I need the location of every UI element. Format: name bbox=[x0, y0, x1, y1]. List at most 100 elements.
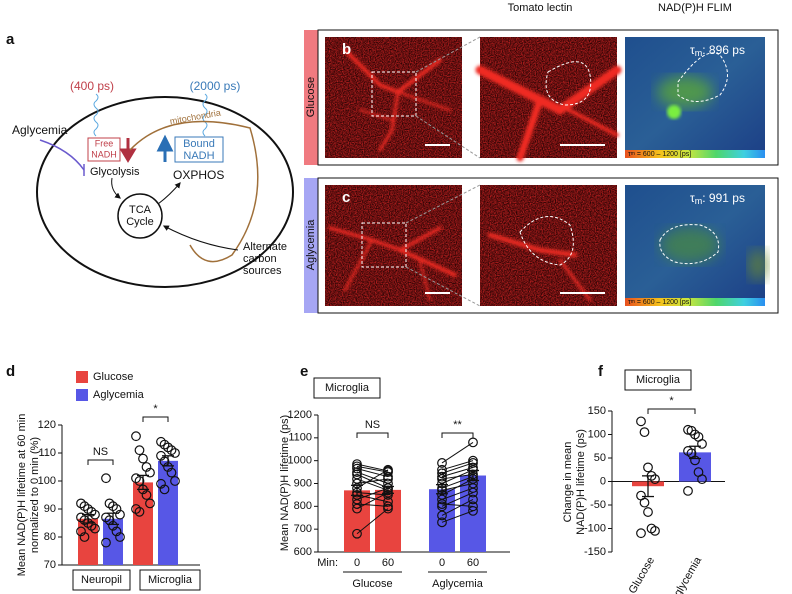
data-point bbox=[83, 504, 93, 514]
y-tick-label: 1200 bbox=[288, 409, 312, 421]
data-point bbox=[468, 494, 478, 505]
data-point bbox=[639, 497, 650, 508]
bar bbox=[78, 518, 98, 565]
pair-line bbox=[356, 468, 389, 478]
data-point bbox=[166, 445, 177, 456]
panel-label: b bbox=[342, 41, 351, 58]
data-point bbox=[76, 526, 86, 537]
data-point bbox=[643, 507, 653, 517]
data-point bbox=[437, 494, 447, 505]
colorbar bbox=[625, 150, 765, 158]
row-label: Glucose bbox=[305, 77, 317, 117]
y-tick-label: 100 bbox=[38, 475, 56, 487]
y-tick-label: 700 bbox=[294, 523, 312, 535]
significance-bracket bbox=[87, 459, 114, 465]
data-point bbox=[159, 439, 170, 450]
data-point bbox=[76, 512, 86, 523]
data-point bbox=[170, 476, 180, 486]
data-point bbox=[697, 474, 707, 485]
data-point bbox=[437, 510, 447, 521]
cell-branches bbox=[343, 48, 452, 152]
pair-line bbox=[356, 478, 389, 491]
pair-line bbox=[356, 487, 389, 500]
data-point bbox=[131, 473, 141, 484]
glycolysis: Glycolysis bbox=[90, 166, 140, 178]
significance-bracket bbox=[441, 432, 474, 438]
up-arrow bbox=[156, 134, 174, 162]
x-axis-label: Min: bbox=[317, 557, 338, 569]
inhibition-arrow bbox=[39, 139, 85, 171]
data-point bbox=[352, 528, 362, 539]
group-label: Aglycemia bbox=[432, 578, 484, 590]
data-point bbox=[468, 437, 478, 448]
image-noise bbox=[480, 37, 617, 158]
soma-outline bbox=[519, 216, 574, 266]
row-bar bbox=[304, 178, 318, 313]
data-point bbox=[697, 439, 707, 449]
data-point bbox=[468, 483, 478, 493]
significance-label: * bbox=[669, 395, 674, 407]
cell-branches bbox=[328, 226, 457, 301]
tca-cycle bbox=[117, 193, 163, 239]
y-tick-label: 120 bbox=[38, 419, 56, 431]
zoom-line bbox=[405, 266, 481, 307]
data-point bbox=[468, 506, 478, 516]
y-tick-label: 90 bbox=[44, 503, 56, 515]
flim-signal bbox=[748, 249, 768, 281]
data-point bbox=[86, 520, 97, 531]
image-noise bbox=[480, 185, 617, 306]
pair-line bbox=[441, 510, 474, 523]
pair-line bbox=[441, 499, 474, 516]
data-point bbox=[352, 463, 362, 474]
significance-label: * bbox=[153, 403, 158, 415]
column-header: Tomato lectin bbox=[508, 2, 573, 14]
data-point bbox=[101, 512, 111, 523]
y-axis-label: Mean NAD(P)H lifetime (ps) bbox=[279, 415, 291, 551]
pair-line bbox=[356, 465, 389, 473]
data-point bbox=[134, 506, 145, 517]
data-point bbox=[141, 462, 152, 472]
y-tick-label: 150 bbox=[588, 405, 606, 417]
arrow bbox=[162, 225, 239, 251]
y-tick-label: 0 bbox=[600, 475, 606, 487]
panel-bc: Tomato lectin NAD(P)H FLIM Glucose b bbox=[304, 2, 779, 314]
data-point bbox=[115, 509, 125, 520]
panel-label: d bbox=[6, 363, 15, 380]
bar bbox=[158, 460, 178, 565]
pair-line bbox=[356, 471, 389, 484]
data-point bbox=[170, 448, 180, 458]
x-tick-label: Aglycemia bbox=[668, 554, 704, 594]
y-axis-label: Change in mean bbox=[562, 442, 574, 523]
colorbar-label: τm = 600 – 1200 [ps] bbox=[628, 299, 691, 306]
data-point bbox=[131, 504, 141, 514]
mitochondria: mitochondria bbox=[169, 108, 221, 127]
panel-a: a (400 ps) (2000 ps) Aglycemia Free NADH… bbox=[6, 31, 294, 288]
colorbar-label: τm = 600 – 1200 [ps] bbox=[628, 151, 691, 158]
data-point bbox=[141, 490, 152, 500]
free-lifetime: (400 ps) bbox=[70, 79, 114, 93]
pair-line bbox=[441, 441, 474, 464]
pair-line bbox=[441, 476, 474, 489]
data-point bbox=[636, 528, 646, 539]
column-header: NAD(P)H FLIM bbox=[658, 2, 732, 14]
data-point bbox=[636, 416, 646, 427]
y-tick-label: 1100 bbox=[288, 432, 312, 444]
bound-nadh-box bbox=[174, 136, 224, 163]
data-point bbox=[101, 473, 111, 484]
zoom-line bbox=[415, 36, 481, 73]
data-point bbox=[437, 517, 447, 528]
panel-label: c bbox=[342, 189, 350, 206]
pair-line bbox=[441, 487, 474, 500]
arrow bbox=[157, 182, 181, 205]
legend-label: Aglycemia bbox=[93, 389, 145, 401]
cell bbox=[36, 96, 294, 288]
y-tick-label: -100 bbox=[584, 522, 606, 534]
zoom-line bbox=[415, 115, 481, 159]
data-point bbox=[156, 436, 166, 447]
y-tick-label: 800 bbox=[294, 500, 312, 512]
down-arrow bbox=[119, 138, 137, 163]
significance-label: NS bbox=[365, 419, 380, 431]
y-tick-label: 100 bbox=[588, 428, 606, 440]
y-tick-label: -50 bbox=[590, 499, 606, 511]
y-tick-label: -150 bbox=[584, 546, 606, 558]
